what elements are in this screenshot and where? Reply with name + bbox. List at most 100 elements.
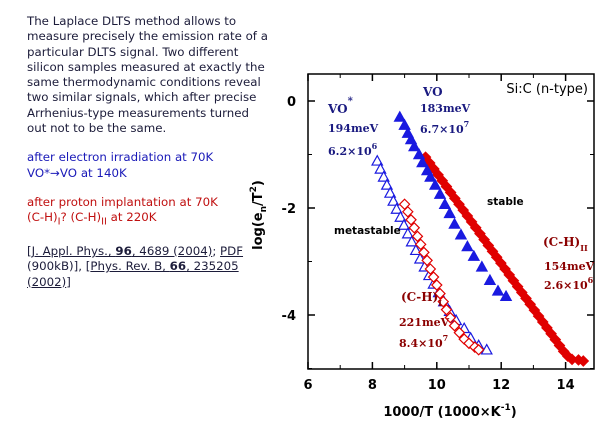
data-point [387, 194, 400, 206]
x-axis-label-end: ) [511, 405, 517, 420]
vo-sigma-exp: 7 [464, 119, 470, 129]
ref1-pages: , 4689 (2004) [131, 243, 213, 258]
data-point [424, 263, 437, 275]
x-tick-label: 8 [368, 378, 377, 393]
data-markers [371, 110, 590, 367]
panel-label: Si:C (n-type) [506, 82, 588, 97]
vo-star-label: VO* [327, 96, 354, 116]
ch1-name: (C-H) [401, 290, 438, 304]
proton-line-2b: ? (C-H) [60, 210, 102, 225]
data-point [383, 186, 397, 198]
series--c-h-ii [419, 151, 590, 367]
vo-star-sigma-exp: 6 [372, 141, 378, 151]
proton-line-2-sub1: I [57, 216, 61, 228]
ch2-sub: II [580, 243, 588, 253]
ref-close: ] [66, 274, 71, 289]
data-point [448, 319, 461, 332]
data-point [405, 213, 417, 226]
data-point [428, 178, 442, 190]
vo-sigma: 6.7×107 [420, 119, 469, 136]
data-point [397, 218, 411, 230]
data-point [418, 246, 430, 259]
y-axis-label-sup: 2 [249, 186, 259, 192]
data-point [427, 271, 440, 283]
description-panel: The Laplace DLTS method allows to measur… [27, 14, 272, 304]
x-axis-label-main: 1000/T (1000×K [383, 405, 501, 420]
data-point [412, 148, 426, 160]
plot-frame [307, 73, 595, 370]
ref2-journal: Phys. Rev. B, [90, 259, 170, 274]
ch1-label: (C-H)I [401, 290, 442, 308]
y-axis-label-main: log(e [251, 212, 266, 250]
ch2-label: (C-H)II [543, 235, 588, 253]
proton-line-1: after proton implantation at 70K [27, 194, 218, 209]
ch2-sigma-exp: 6 [588, 275, 594, 285]
vo-star-sup: * [348, 96, 354, 107]
data-point [405, 235, 418, 247]
data-point [414, 238, 427, 251]
y-tick-label: 0 [287, 95, 296, 110]
data-point [491, 284, 505, 296]
x-axis-label: 1000/T (1000×K-1) [383, 403, 516, 420]
vo-star-energy: 194meV [328, 122, 379, 135]
data-point [401, 227, 415, 239]
data-point [483, 273, 497, 285]
ch1-sub: I [438, 298, 442, 308]
data-point [408, 140, 421, 152]
data-point [499, 289, 513, 302]
references: [J. Appl. Phys., 96, 4689 (2004); PDF (9… [27, 244, 272, 290]
ref-link-prb[interactable]: Phys. Rev. B, 66, 235205 (2002) [27, 259, 239, 288]
x-axis-label-sup: -1 [501, 403, 511, 413]
ch2-sigma: 2.6×106 [544, 275, 594, 292]
axis-ticks: 6 8 10 12 14 0 -2 -4 [282, 74, 594, 393]
description-paragraph: The Laplace DLTS method allows to measur… [27, 14, 268, 136]
data-point [401, 205, 414, 218]
data-point [454, 228, 468, 240]
ch1-sigma-exp: 7 [443, 333, 449, 343]
x-tick-label: 12 [492, 378, 510, 393]
proton-line-2-sub2: II [101, 216, 107, 228]
electron-line-1: after electron irradiation at 70K [27, 150, 214, 165]
vo-star-name: VO [327, 102, 348, 116]
ref1-journal: J. Appl. Phys., [31, 243, 116, 258]
data-point [380, 178, 394, 190]
proton-line-2c: at 220K [106, 210, 157, 225]
y-axis-label-end: ) [251, 180, 266, 186]
vo-sigma-base: 6.7×10 [420, 123, 464, 136]
data-point [438, 197, 452, 210]
data-point [453, 326, 466, 339]
vo-star-sigma: 6.2×106 [328, 141, 378, 158]
ref-link-jap[interactable]: J. Appl. Phys., 96, 4689 (2004) [32, 244, 213, 258]
data-point [467, 249, 481, 261]
ch2-sigma-base: 2.6×10 [544, 279, 588, 292]
ref-pdf-size: (900kB)], [ [27, 259, 91, 274]
metastable-label: metastable [334, 225, 401, 237]
series--c-h-i [398, 198, 485, 356]
data-point [398, 118, 411, 130]
x-tick-label: 6 [303, 378, 312, 393]
ref-link-pdf[interactable]: PDF [220, 243, 244, 258]
data-point [443, 206, 456, 219]
data-point [475, 260, 489, 272]
data-point [371, 154, 384, 166]
data-point [433, 187, 447, 199]
data-point [448, 217, 461, 229]
ref-sep1: ; [212, 243, 217, 258]
ref1-volume: 96 [115, 243, 132, 258]
data-point [408, 221, 421, 234]
data-point [461, 240, 474, 252]
y-tick-label: -2 [282, 202, 296, 217]
electron-irradiation-note: after electron irradiation at 70K VO*→VO… [27, 150, 272, 181]
ref2-pages: , 235205 (2002) [27, 259, 239, 289]
data-point [472, 343, 485, 356]
y-axis-label-mid: /T [251, 192, 266, 206]
data-point [393, 110, 406, 122]
data-point [377, 170, 390, 182]
data-point [440, 303, 453, 316]
ch1-sigma: 8.4×107 [399, 333, 448, 350]
data-point [411, 230, 424, 243]
vo-label: VO [422, 85, 443, 99]
data-point [444, 311, 457, 324]
ch2-energy: 154meV [544, 260, 595, 273]
proton-implantation-note: after proton implantation at 70K (C-H)I?… [27, 195, 272, 230]
